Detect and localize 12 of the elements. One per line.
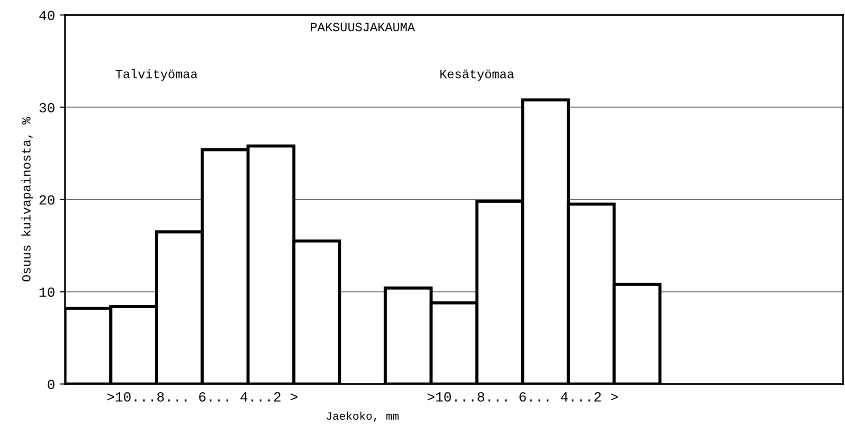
y-axis-title: Osuus kuivapainosta, % [21,116,34,282]
y-tick-label: 10 [40,287,54,297]
annotation: Kesätyömaa [440,70,514,81]
text: >10...8... 6... 4...2 > [107,392,298,402]
y-tick-label: 40 [39,10,54,20]
chart-title: PAKSUUSJAKAUMA [310,22,415,32]
x-axis-title: Jaekoko, mm [326,412,399,422]
annotation: Talvityömaa [116,69,198,81]
text: >10...8... 6... 4...2 > [428,392,618,402]
y-tick-label: 0 [48,380,54,390]
y-tick-label: 20 [40,195,54,205]
y-tick-label: 30 [39,102,54,112]
